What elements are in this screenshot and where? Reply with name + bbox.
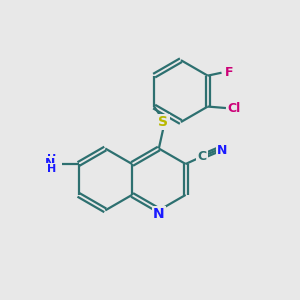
Text: N: N	[217, 144, 228, 157]
Text: N: N	[45, 158, 56, 170]
Text: H: H	[46, 154, 56, 164]
Text: Cl: Cl	[228, 101, 241, 115]
Text: H: H	[46, 164, 56, 174]
Text: F: F	[225, 66, 234, 79]
Text: C: C	[197, 150, 206, 163]
Text: S: S	[158, 115, 168, 129]
Text: N: N	[153, 207, 165, 221]
